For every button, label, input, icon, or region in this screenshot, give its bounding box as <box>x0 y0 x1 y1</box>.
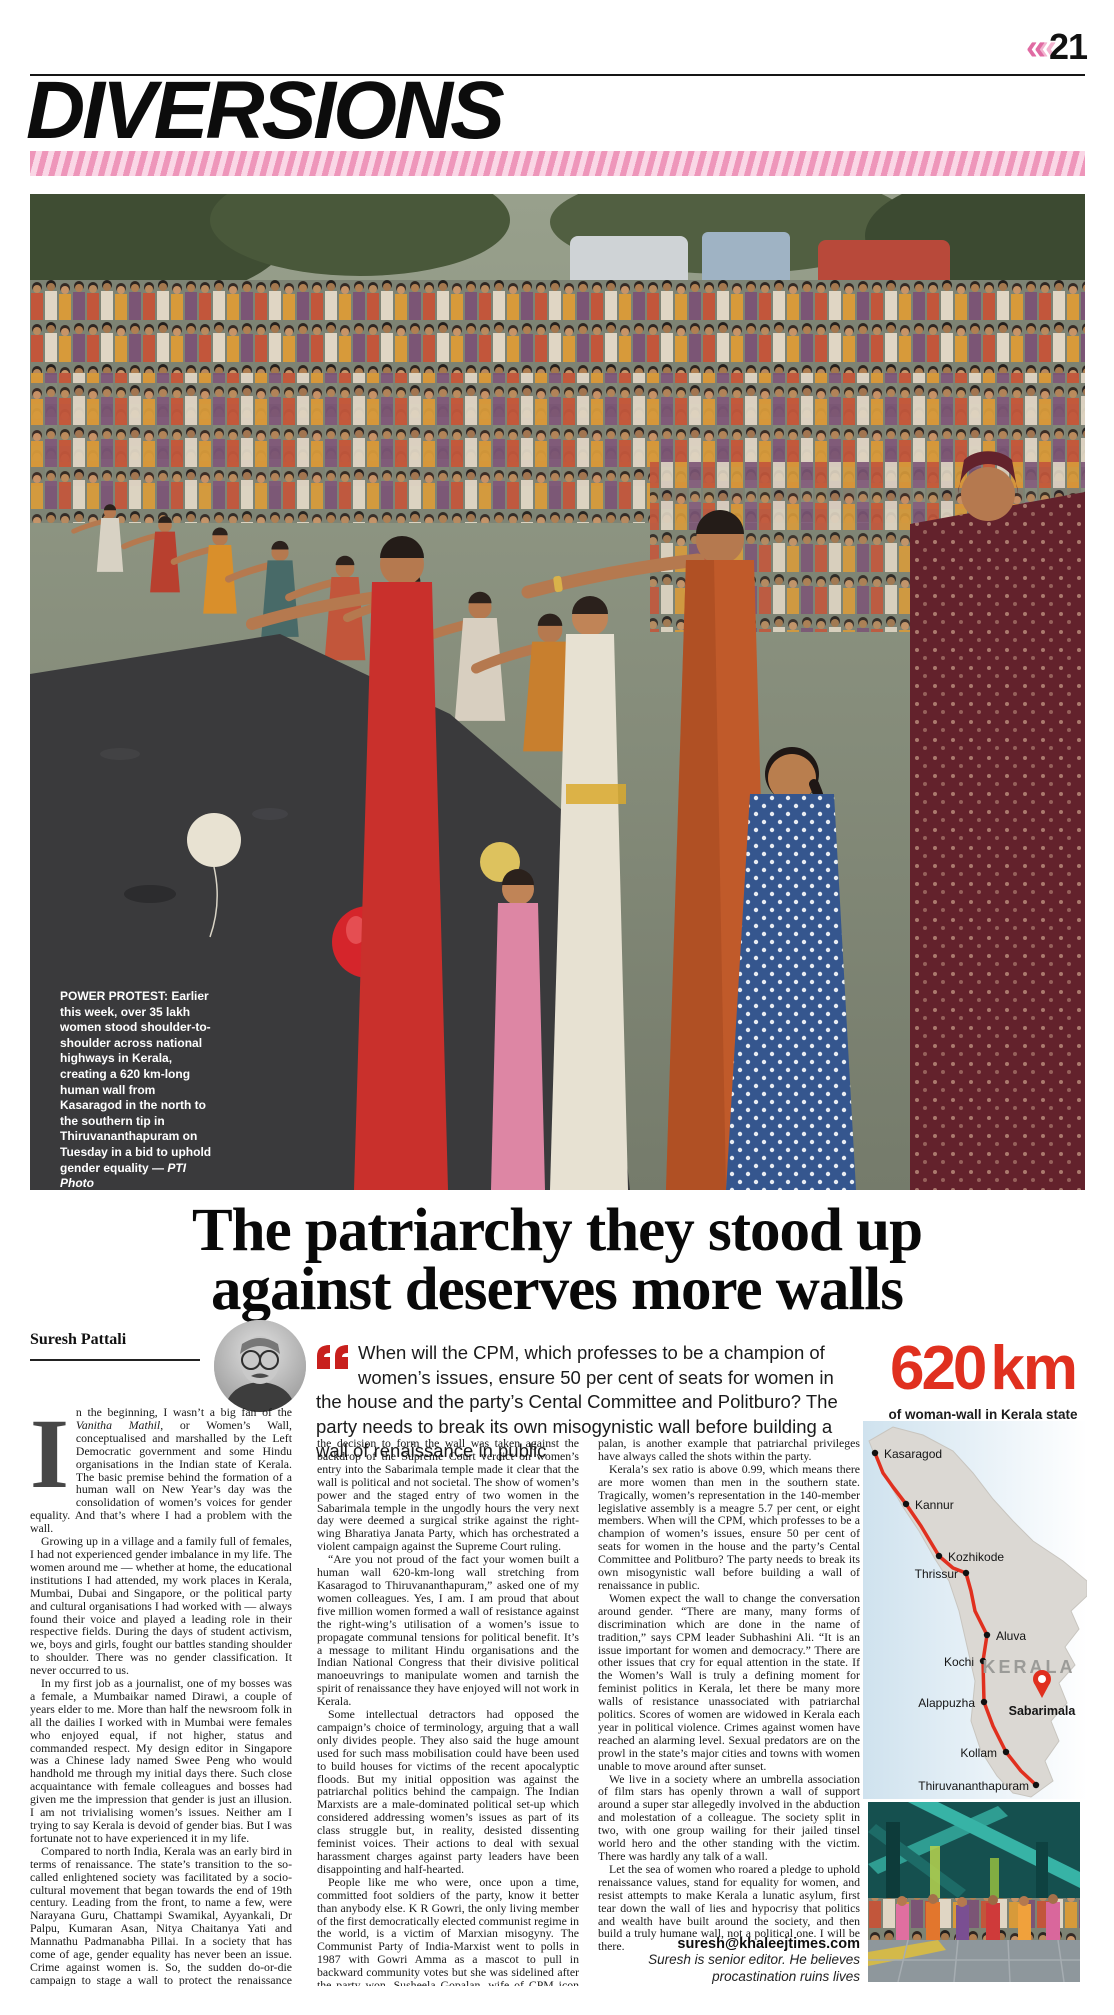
city-label-alappuzha: Alappuzha <box>918 1696 975 1710</box>
author-note-line1: Suresh is senior editor. He believes <box>648 1952 860 1967</box>
photo-caption-body: Earlier this week, over 35 lakh women st… <box>60 989 212 1175</box>
author-portrait-illustration <box>214 1320 306 1412</box>
pull-quote: When will the CPM, which professes to be… <box>316 1341 860 1464</box>
city-label-kozhikode: Kozhikode <box>948 1550 1004 1564</box>
paragraph: “Are you not proud of the fact your wome… <box>317 1552 579 1709</box>
paragraph: We live in a society where an umbrella a… <box>598 1771 860 1863</box>
wall-route <box>873 1451 1038 1787</box>
section-title: DIVERSIONS <box>26 65 505 156</box>
page-number: «« 21 <box>1026 26 1088 68</box>
paragraph-text: n the beginning, I wasn’t a big fan of t… <box>75 1406 292 1419</box>
headline-line2: against deserves more walls <box>211 1256 904 1323</box>
headline-line1: The patriarchy they stood up <box>191 1197 923 1264</box>
paragraph: In my first job as a journalist, one of … <box>30 1676 292 1845</box>
main-photo-human-wall: POWER PROTEST: Earlier this week, over 3… <box>30 194 1085 1190</box>
byline-rule <box>30 1359 200 1361</box>
city-label-kochi: Kochi <box>944 1655 974 1669</box>
paragraph: Women expect the wall to change the conv… <box>598 1590 860 1773</box>
paragraph: Growing up in a village and a family ful… <box>30 1534 292 1678</box>
foreground-women <box>246 451 1085 1190</box>
pink-striped-band <box>30 151 1085 176</box>
chevron-left-icon: « <box>1025 26 1046 67</box>
stat-caption: of woman-wall in Kerala state <box>888 1407 1078 1422</box>
city-label-thrissur: Thrissur <box>915 1567 958 1581</box>
road <box>30 634 630 1190</box>
article-column-2: the decision to form the wall was taken … <box>317 1437 579 1986</box>
city-label-sabarimala: Sabarimala <box>1009 1704 1077 1718</box>
author-credits: suresh@khaleejtimes.com Suresh is senior… <box>648 1936 860 1985</box>
city-label-thiruvananthapuram: Thiruvananthapuram <box>918 1779 1029 1793</box>
article-column-3: palan, is another example that patriarch… <box>598 1437 860 1986</box>
paragraph: Compared to north India, Kerala was an e… <box>30 1843 292 1986</box>
paragraph: People like me who were, once upon a tim… <box>317 1874 579 1986</box>
stat-block: 620km of woman-wall in Kerala state <box>877 1333 1089 1422</box>
kerala-landmass <box>868 1426 1088 1798</box>
author-email: suresh@khaleejtimes.com <box>677 1936 860 1952</box>
paragraph: palan, is another example that patriarch… <box>598 1437 860 1463</box>
stat-value: 620 <box>889 1334 987 1403</box>
city-label-kannur: Kannur <box>915 1498 954 1512</box>
city-label-aluva: Aluva <box>996 1629 1026 1643</box>
paragraph: Kerala’s sex ratio is above 0.99, which … <box>598 1461 860 1592</box>
kerala-map-illustration: Kasaragod Kannur Kozhikode Thrissur Aluv… <box>863 1421 1088 1799</box>
paragraph: Let the sea of women who roared a pledge… <box>598 1861 860 1954</box>
photo-credit: PTI Photo <box>60 1160 187 1191</box>
italic-term: Vanitha Mathil <box>75 1417 161 1432</box>
pull-quote-text: When will the CPM, which professes to be… <box>316 1342 838 1461</box>
byline: Suresh Pattali <box>30 1331 127 1348</box>
drop-cap: I <box>30 1406 69 1509</box>
state-label: KERALA <box>983 1657 1076 1677</box>
chevron-left-icon: « <box>1036 26 1057 67</box>
secondary-photo-flyover <box>868 1802 1080 1983</box>
city-label-kollam: Kollam <box>960 1746 997 1760</box>
photo-caption-lead: POWER PROTEST: <box>60 989 169 1003</box>
city-dots <box>871 1449 1040 1789</box>
flyover-crowd-illustration <box>868 1802 1080 1983</box>
author-note-line2: procastination ruins lives <box>712 1968 860 1984</box>
paragraph-text: , or Women’s Wall, conceptualised and ma… <box>30 1417 292 1536</box>
vehicles-background <box>570 232 950 290</box>
sabarimala-pin-icon <box>1033 1670 1051 1698</box>
photo-caption: POWER PROTEST: Earlier this week, over 3… <box>60 989 215 1192</box>
city-label-kasaragod: Kasaragod <box>884 1447 942 1461</box>
kerala-map: Kasaragod Kannur Kozhikode Thrissur Aluv… <box>863 1421 1088 1799</box>
paragraph: Some intellectual detractors had opposed… <box>317 1707 579 1876</box>
page-number-value: 21 <box>1048 26 1088 67</box>
quote-icon <box>317 1345 348 1369</box>
author-avatar <box>214 1320 306 1412</box>
stat-unit: km <box>990 1334 1078 1403</box>
paragraph: the decision to form the wall was taken … <box>317 1437 579 1554</box>
crowd-figures <box>896 1894 1060 1940</box>
human-wall-illustration <box>30 194 1085 1190</box>
top-rule <box>30 74 1085 76</box>
